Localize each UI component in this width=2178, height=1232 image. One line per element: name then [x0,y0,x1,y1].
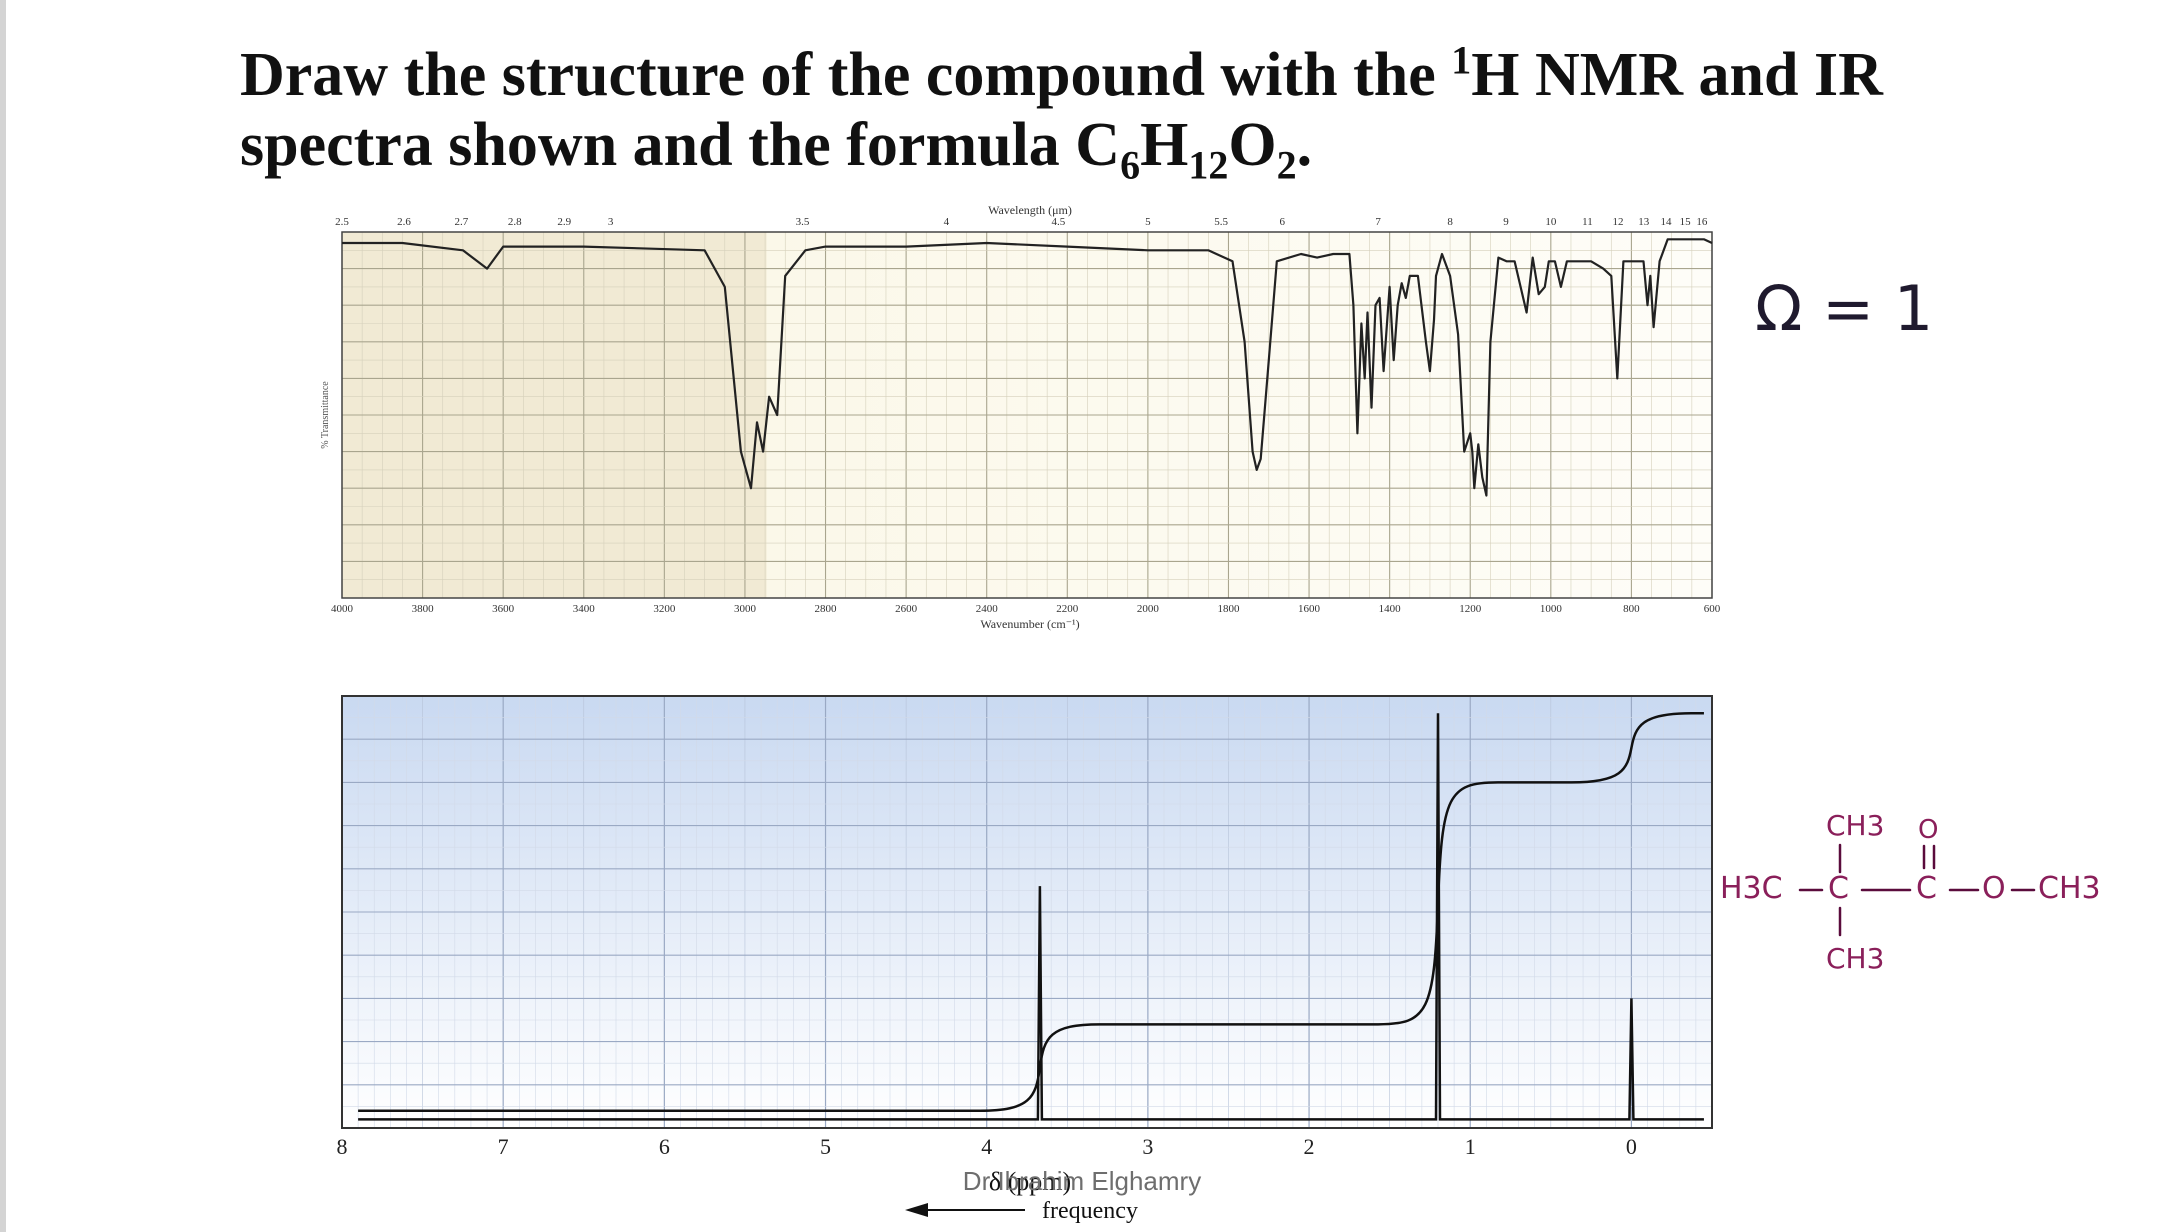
ir-top-tick-label: 7 [1375,216,1381,228]
question-line-2: spectra shown and the formula C6H12O2. [240,110,2040,185]
ir-top-tick-label: 11 [1582,216,1593,228]
ir-top-tick-label: 3.5 [796,216,810,228]
question-text: Draw the structure of the compound with … [240,40,2040,185]
nmr-x-axis-label: δ (ppm) [989,1167,1071,1196]
ir-bottom-tick-label: 3000 [734,603,757,615]
ir-bottom-tick-label: 3200 [653,603,676,615]
question-line1-post: H NMR and IR [1471,41,1883,109]
ir-y-axis-label: % Transmittance [320,381,331,449]
ir-top-tick-label: 9 [1503,216,1509,228]
ir-top-tick-label: 15 [1680,216,1692,228]
ir-top-tick-label: 12 [1612,216,1623,228]
ir-bottom-tick-label: 1600 [1298,603,1321,615]
ir-transmittance-line [342,238,1713,497]
ir-top-tick-label: 2.7 [455,216,469,228]
ir-grid [341,231,1713,599]
ir-bottom-tick-label: 2400 [976,603,999,615]
window-edge [0,0,6,1232]
ir-bottom-tick-label: 800 [1623,603,1640,615]
question-line2-pre: spectra shown and the formula C [240,111,1121,179]
formula-sub-o: 2 [1276,142,1297,188]
structure-carbonyl-o: O [1918,815,1938,845]
ir-bottom-tick-label: 600 [1704,603,1721,615]
ir-top-axis-title: Wavelength (μm) [988,203,1072,217]
ir-top-tick-labels: 2.5 2.6 2.7 2.8 2.9 3 3.5 4 4.5 5 5.5 6 7 8 9 10 11 12 13 1… [335,216,1708,228]
nmr-tick-label: 1 [1465,1134,1476,1159]
watermark: Dr Ibrahim Elghamry [963,1166,1201,1196]
question-superscript: 1 [1451,37,1472,83]
ir-top-tick-label: 3 [608,216,614,228]
nmr-grid [341,695,1713,1129]
ir-top-tick-label: 16 [1696,216,1708,228]
formula-h: H [1140,111,1189,179]
ir-bottom-tick-label: 3600 [492,603,515,615]
ir-spectrum-chart: 2.5 2.6 2.7 2.8 2.9 3 3.5 4 4.5 5 5.5 6 7 8 9 10 11 12 13 1… [320,203,1721,631]
ir-bottom-tick-label: 2800 [815,603,838,615]
nmr-tick-label: 7 [498,1134,509,1159]
frequency-arrow-head [905,1203,928,1217]
ir-bottom-tick-label: 1400 [1379,603,1402,615]
structure-h3c: H3C [1720,871,1783,906]
ir-bottom-tick-label: 2000 [1137,603,1160,615]
ir-bottom-tick-label: 1200 [1459,603,1482,615]
ir-x-axis-label: Wavenumber (cm⁻¹) [980,617,1079,631]
ir-top-tick-label: 2.8 [508,216,522,228]
question-line-1: Draw the structure of the compound with … [240,40,2040,110]
ir-top-tick-label: 14 [1660,216,1672,228]
ir-top-tick-label: 4 [944,216,950,228]
question-line1-pre: Draw the structure of the compound with … [240,41,1452,109]
formula-sub-c: 6 [1120,142,1141,188]
nmr-plot-frame [341,695,1713,1129]
drawn-structure: CH3 H3C C CH3 O C O CH3 [1720,809,2101,975]
ir-bottom-tick-labels: 4000 3800 3600 3400 3200 3000 2800 2600 2400 2200… [331,603,1721,615]
formula-sub-h: 12 [1188,142,1229,188]
nmr-tick-label: 3 [1142,1134,1153,1159]
ir-top-tick-label: 5.5 [1214,216,1228,228]
nmr-peak-lines [358,713,1704,1121]
ir-top-tick-label: 8 [1447,216,1453,228]
ir-top-tick-label: 4.5 [1051,216,1065,228]
handwritten-annotations: Ω = 1 CH3 H3C C CH3 O C O CH3 [1720,272,2101,975]
formula-o: O [1228,111,1277,179]
nmr-tick-label: 6 [659,1134,670,1159]
ir-top-tick-label: 10 [1545,216,1557,228]
question-period: . [1296,111,1313,179]
nmr-tick-label: 5 [820,1134,831,1159]
structure-bottom-ch3: CH3 [1826,942,1884,975]
ir-bottom-tick-label: 2600 [895,603,918,615]
ir-top-tick-label: 2.5 [335,216,349,228]
ir-bottom-tick-label: 4000 [331,603,354,615]
structure-carbonyl-c: C [1916,871,1937,906]
ir-bottom-tick-label: 1800 [1217,603,1240,615]
structure-central-c: C [1828,871,1849,906]
ir-top-tick-label: 2.9 [557,216,571,228]
ir-top-tick-label: 5 [1145,216,1151,228]
ir-bottom-tick-label: 1000 [1540,603,1563,615]
ir-top-tick-label: 6 [1279,216,1285,228]
ir-bottom-tick-label: 3800 [412,603,435,615]
nmr-frequency-label: frequency [1042,1198,1138,1224]
ir-top-tick-label: 2.6 [397,216,411,228]
structure-top-ch3: CH3 [1826,809,1884,842]
structure-ester-o: O [1982,871,2006,906]
nmr-tick-label: 8 [337,1134,348,1159]
nmr-tick-label: 2 [1304,1134,1315,1159]
structure-right-ch3: CH3 [2038,871,2101,906]
nmr-tick-label: 4 [981,1134,992,1159]
nmr-tick-labels: 8 7 6 5 4 3 2 1 0 [337,1134,1637,1159]
ir-plot-frame [341,231,1713,599]
omega-note: Ω = 1 [1755,272,1933,345]
nmr-spectrum-chart: 8 7 6 5 4 3 2 1 0 δ (ppm) frequency [337,695,1713,1224]
ir-bottom-tick-label: 2200 [1056,603,1079,615]
ir-top-tick-label: 13 [1638,216,1650,228]
ir-bottom-tick-label: 3400 [573,603,596,615]
nmr-tick-label: 0 [1626,1134,1637,1159]
